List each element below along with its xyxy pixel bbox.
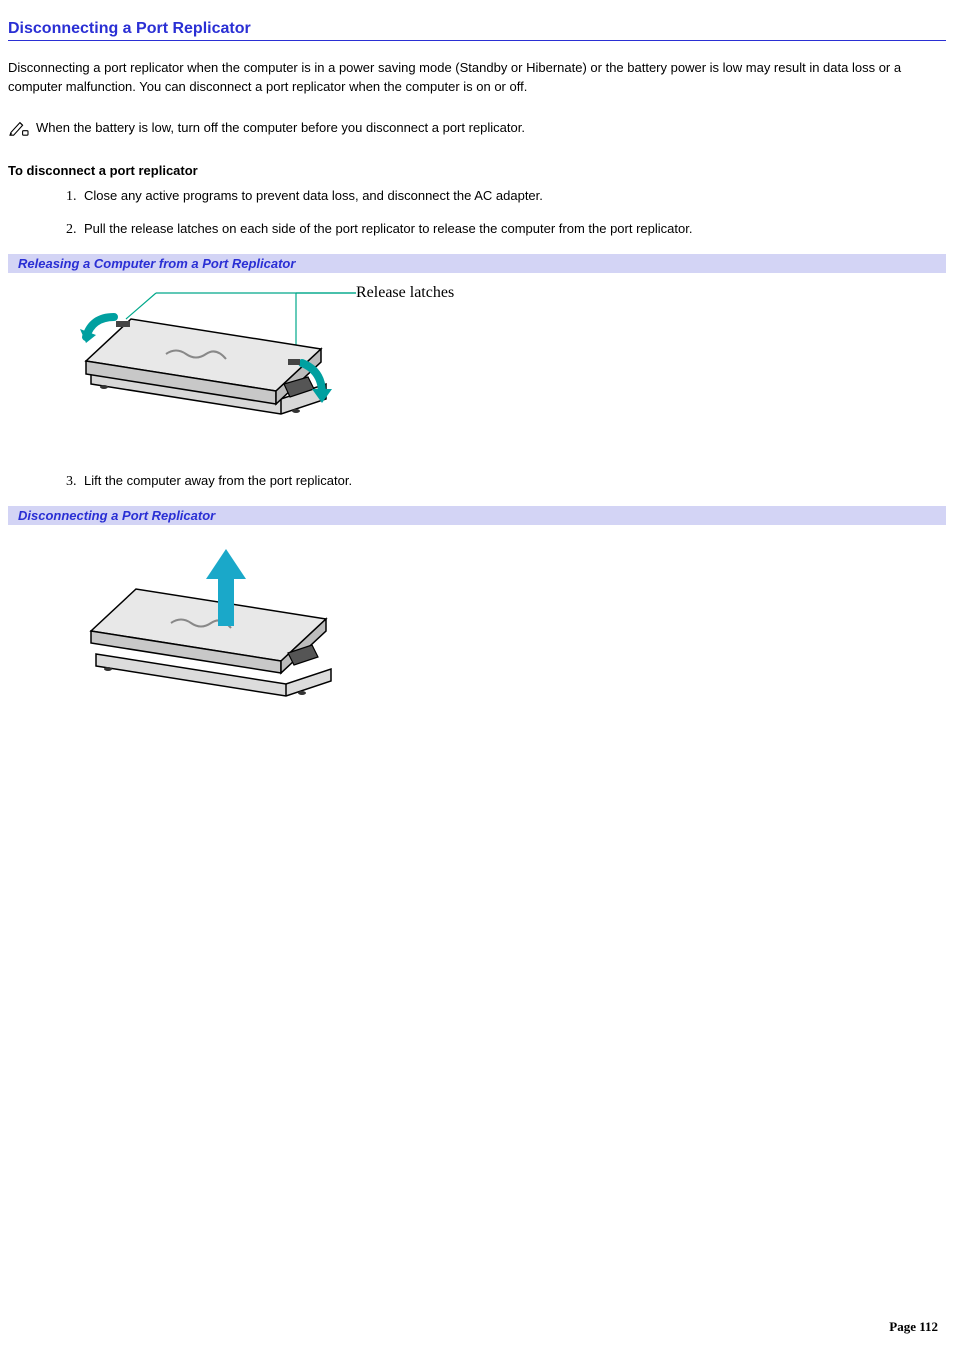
note-text: When the battery is low, turn off the co… — [36, 120, 525, 135]
figure1-caption: Releasing a Computer from a Port Replica… — [8, 254, 946, 273]
note-pencil-icon — [8, 119, 30, 137]
figure2 — [56, 531, 946, 711]
figure2-caption: Disconnecting a Port Replicator — [8, 506, 946, 525]
title-rule — [8, 40, 946, 41]
procedure-heading: To disconnect a port replicator — [8, 163, 946, 178]
figure1-callout: Release latches — [356, 284, 454, 301]
step-3: Lift the computer away from the port rep… — [80, 473, 946, 490]
step-1: Close any active programs to prevent dat… — [80, 188, 946, 205]
steps-list-continued: Lift the computer away from the port rep… — [8, 473, 946, 490]
page-title: Disconnecting a Port Replicator — [8, 20, 946, 38]
intro-paragraph: Disconnecting a port replicator when the… — [8, 59, 946, 97]
step-2: Pull the release latches on each side of… — [80, 221, 946, 238]
page-number: Page 112 — [889, 1319, 938, 1335]
steps-list: Close any active programs to prevent dat… — [8, 188, 946, 238]
note-row: When the battery is low, turn off the co… — [8, 119, 946, 137]
figure1: Release latches — [56, 279, 946, 449]
